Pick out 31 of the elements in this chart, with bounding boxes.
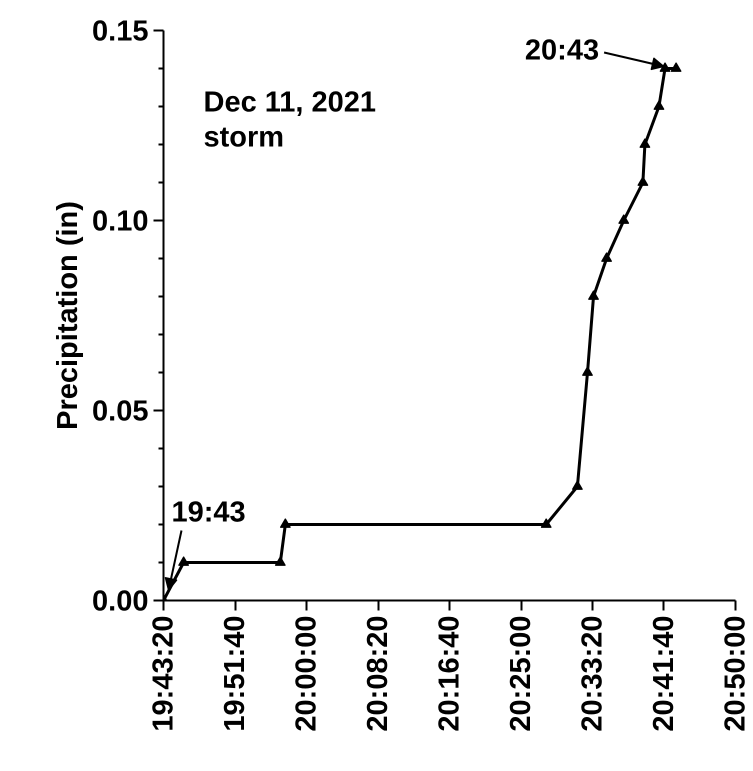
point	[582, 366, 593, 376]
point	[653, 100, 664, 110]
y-tick-label: 0.10	[92, 206, 149, 238]
annotation: Dec 11, 2021 storm	[204, 86, 376, 154]
point	[670, 62, 682, 72]
point	[178, 556, 190, 566]
point	[639, 138, 650, 148]
point	[618, 214, 630, 224]
annotation: 19:43	[172, 496, 246, 528]
y-tick-label: 0.05	[92, 396, 149, 428]
annotation: 20:43	[524, 34, 600, 66]
point	[280, 518, 291, 528]
point	[274, 556, 286, 566]
point	[637, 176, 648, 186]
x-tick-label: 20:33:20	[576, 615, 609, 732]
point	[572, 480, 583, 490]
x-tick-label: 19:43:20	[148, 615, 180, 732]
x-tick-label: 20:16:40	[434, 615, 466, 732]
point	[588, 290, 600, 300]
point	[660, 62, 671, 72]
point	[540, 518, 552, 528]
point	[601, 252, 612, 262]
x-tick-label: 20:25:00	[505, 615, 538, 732]
x-tick-label: 20:00:00	[290, 615, 323, 732]
x-tick-label: 20:41:40	[648, 615, 680, 732]
x-tick-label: 20:08:20	[362, 615, 394, 732]
y-axis-title: Precipitation (in)	[52, 201, 84, 430]
y-tick-label: 0.15	[92, 16, 149, 48]
x-tick-label: 19:51:40	[219, 615, 252, 732]
y-tick-label: 0.00	[92, 586, 149, 618]
x-tick-label: 20:50:00	[720, 615, 752, 732]
